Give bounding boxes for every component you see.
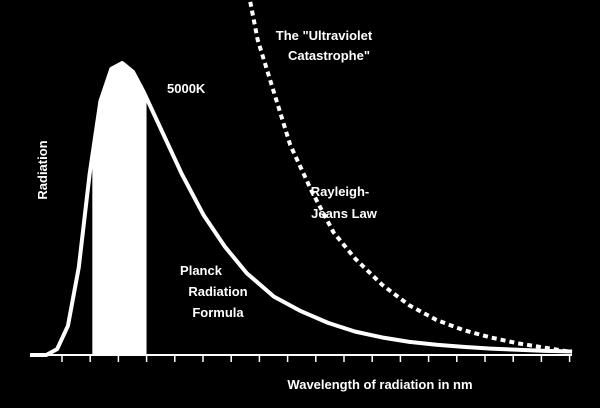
series-layer bbox=[30, 0, 573, 357]
planck-label-line2: Radiation bbox=[188, 284, 247, 299]
visible-light-band bbox=[92, 63, 147, 356]
x-axis-ticks bbox=[61, 355, 571, 362]
rayleigh-jeans-series-line bbox=[247, 0, 573, 355]
rayleigh-jeans-label-line2: Jeans Law bbox=[311, 206, 378, 221]
visible-band-area bbox=[92, 63, 147, 356]
temperature-label: 5000K bbox=[167, 81, 206, 96]
catastrophe-label-line2: Catastrophe" bbox=[288, 48, 370, 63]
x-axis-label: Wavelength of radiation in nm bbox=[287, 377, 472, 392]
planck-label-line3: Formula bbox=[192, 305, 244, 320]
y-axis-label: Radiation bbox=[35, 140, 50, 199]
catastrophe-label-line1: The "Ultraviolet bbox=[276, 28, 373, 43]
planck-series-line bbox=[30, 61, 573, 357]
planck-label-line1: Planck bbox=[180, 263, 223, 278]
rayleigh-jeans-label-line1: Rayleigh- bbox=[311, 184, 370, 199]
